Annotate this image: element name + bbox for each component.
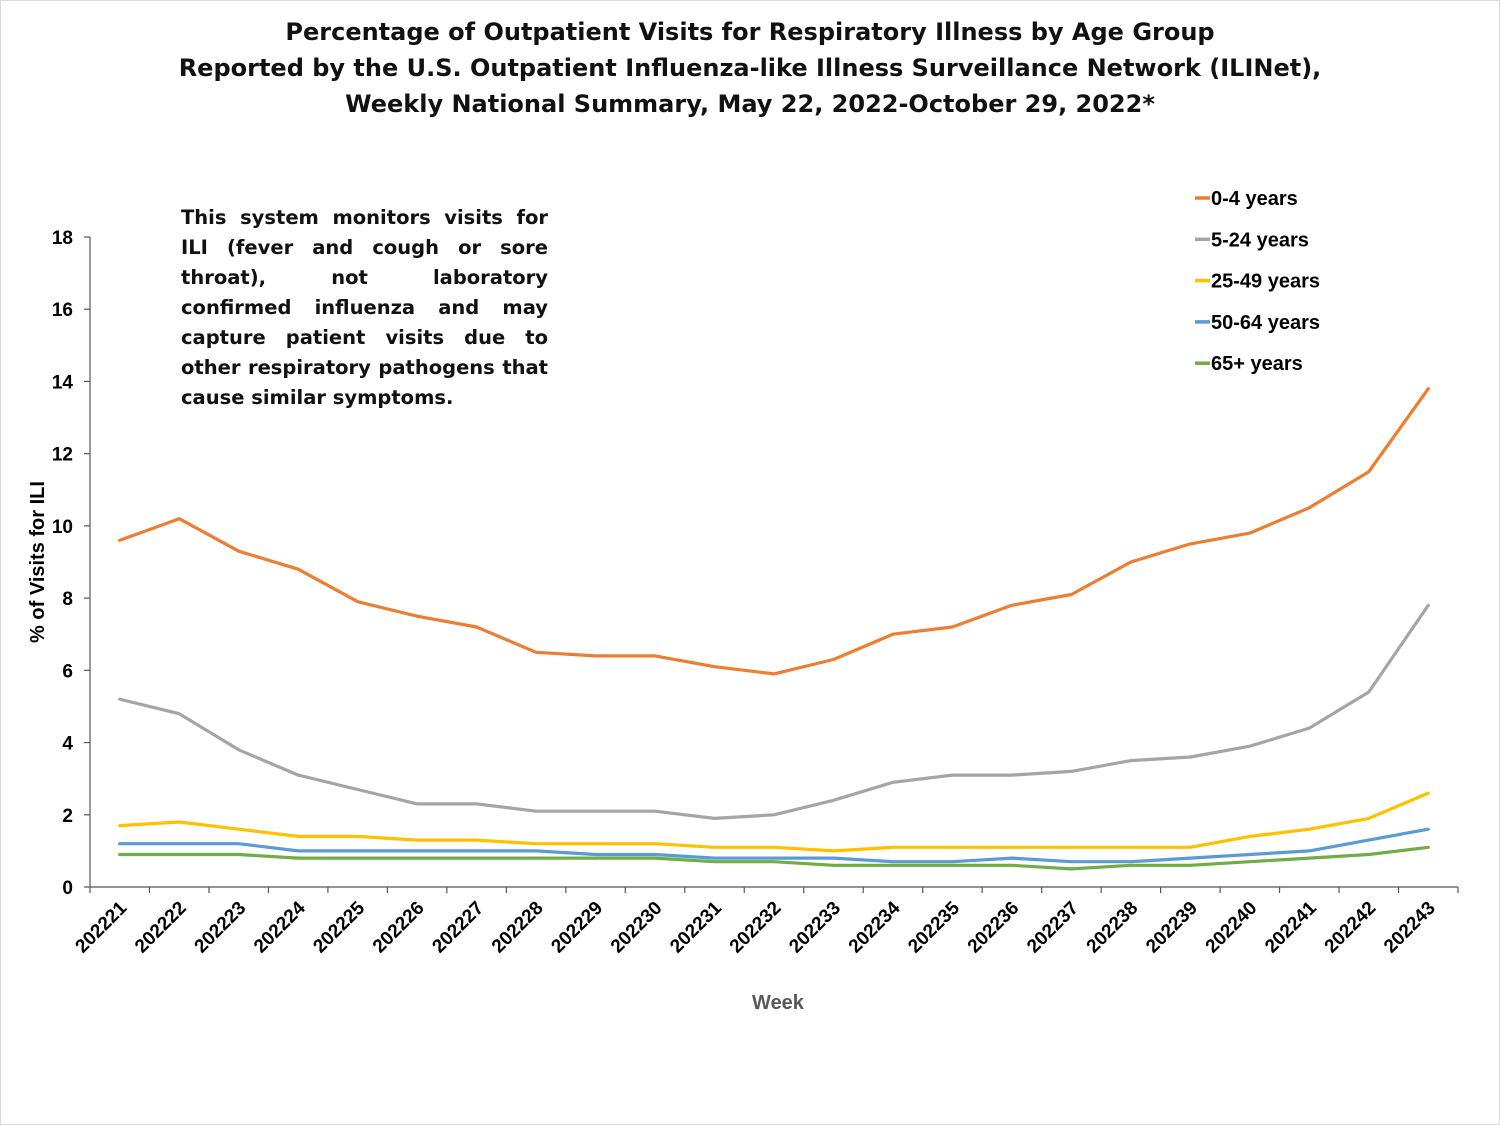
legend-label: 0-4 years [1211,188,1298,210]
series-layer [118,387,1430,871]
x-tick-label: 202232 [726,898,786,958]
chart-note: This system monitors visits for ILI (fev… [181,206,548,409]
x-tick-label: 202241 [1261,897,1321,957]
y-tick-label: 4 [62,734,73,755]
x-tick-label: 202239 [1142,898,1202,958]
title-line-3: Weekly National Summary, May 22, 2022-Oc… [345,90,1155,118]
x-tick-label: 202240 [1202,898,1262,958]
x-tick-label: 202226 [369,898,429,958]
y-tick-label: 14 [52,372,74,393]
y-tick-label: 12 [52,445,73,466]
y-tick-label: 16 [52,300,73,321]
y-tick-label: 8 [62,589,73,610]
x-tick-label: 202242 [1321,898,1381,958]
legend-label: 50-64 years [1211,312,1320,334]
x-tick-label: 202222 [131,898,191,958]
x-tick-label: 202243 [1380,898,1440,958]
chart-title: Percentage of Outpatient Visits for Resp… [0,14,1500,122]
series-line-5 [118,845,1430,871]
y-tick-label: 2 [62,806,73,827]
y-axis-title: % of Visits for ILI [27,481,49,643]
title-line-2: Reported by the U.S. Outpatient Influenz… [178,54,1322,82]
x-tick-label: 202224 [250,897,310,957]
legend-label: 65+ years [1211,353,1303,375]
legend-label: 25-49 years [1211,271,1320,293]
series-line-3 [118,791,1430,853]
x-axis-title: Week [752,992,805,1014]
series-line-1 [118,387,1430,676]
x-tick-label: 202228 [488,898,548,958]
y-tick-label: 10 [52,517,73,538]
x-tick-label: 202236 [964,898,1024,958]
x-tick-label: 202234 [845,897,905,957]
y-tick-label: 0 [62,878,73,899]
legend: 0-4 years 5-24 years 25-49 years 50-64 year… [1195,188,1320,375]
x-tick-label: 202235 [904,897,964,957]
x-tick-label: 202231 [666,897,726,957]
x-tick-label: 202238 [1083,898,1143,958]
legend-label: 5-24 years [1211,229,1309,251]
y-tick-label: 6 [62,661,73,682]
x-tick-label: 202237 [1023,898,1083,958]
x-tick-label: 202233 [785,898,845,958]
x-tick-label: 202229 [547,898,607,958]
x-tick-label: 202223 [191,898,251,958]
x-tick-label: 202221 [72,897,132,957]
x-tick-label: 202225 [310,897,370,957]
y-tick-label: 18 [52,228,73,249]
title-line-1: Percentage of Outpatient Visits for Resp… [285,18,1215,46]
x-tick-label: 202227 [428,898,488,958]
series-line-4 [118,827,1430,864]
series-line-2 [118,603,1430,821]
x-tick-label: 202230 [607,898,667,958]
